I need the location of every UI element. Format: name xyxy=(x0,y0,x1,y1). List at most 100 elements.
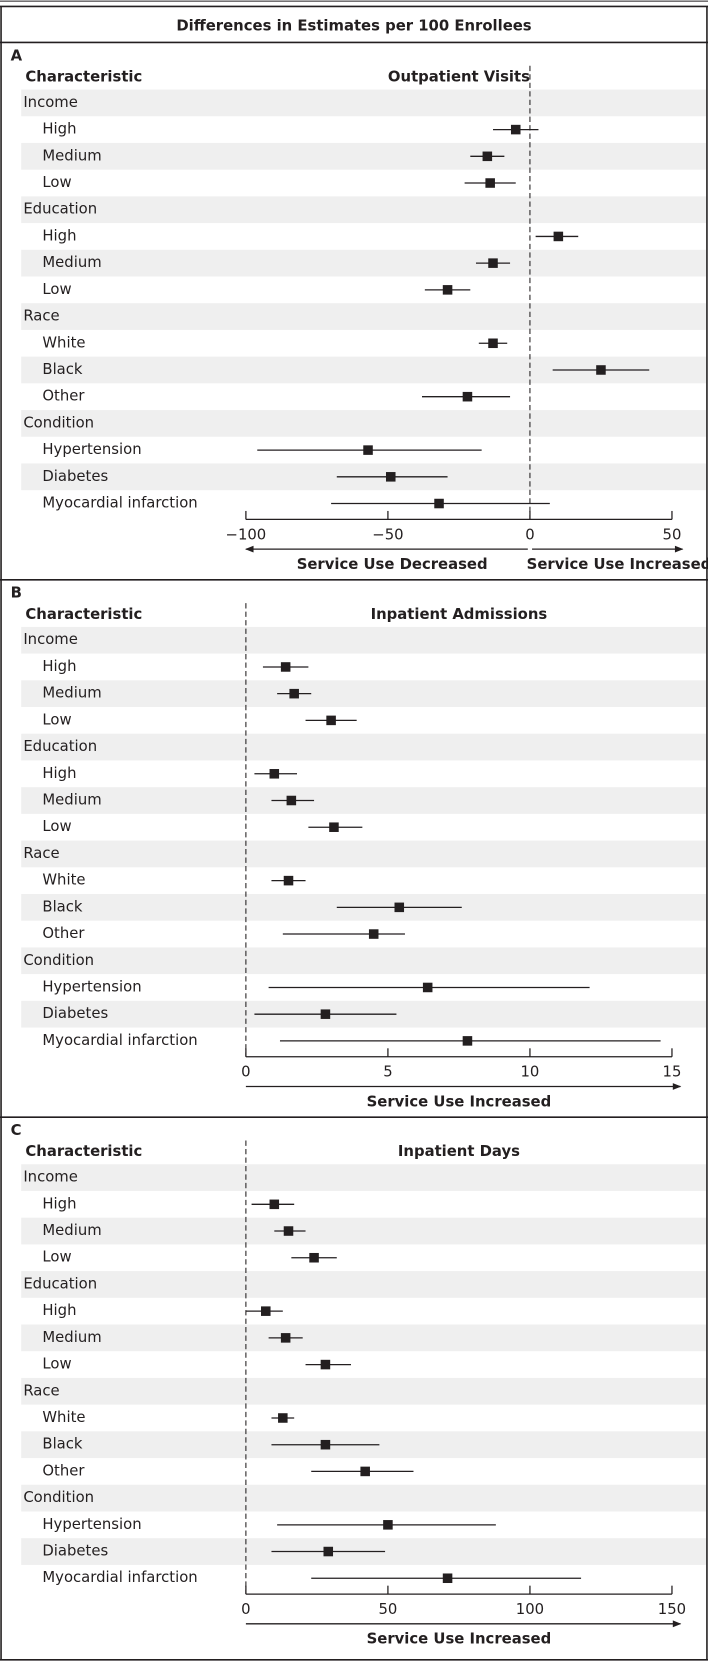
x-axis-label: Service Use Increased xyxy=(527,556,708,573)
point-estimate xyxy=(283,875,294,886)
group-label: Race xyxy=(23,308,59,325)
panel-letter: B xyxy=(11,585,22,602)
point-estimate xyxy=(269,769,280,779)
point-estimate xyxy=(283,1226,294,1236)
row-label: Low xyxy=(42,281,71,298)
row-label: Hypertension xyxy=(42,978,141,995)
group-label: Education xyxy=(23,1275,97,1292)
row-stripe xyxy=(21,1484,706,1512)
point-estimate xyxy=(280,662,291,672)
row-label: Low xyxy=(42,818,71,835)
point-estimate xyxy=(442,285,453,295)
point-estimate xyxy=(553,231,564,242)
row-label: Myocardial infarction xyxy=(42,1032,197,1049)
group-label: Income xyxy=(23,94,78,111)
point-estimate xyxy=(269,1199,280,1210)
row-label: Medium xyxy=(42,1222,101,1239)
x-tick-label: 50 xyxy=(663,526,682,543)
row-label: Low xyxy=(42,1356,71,1373)
row-stripe xyxy=(21,249,706,277)
x-tick-label: 50 xyxy=(378,1601,397,1618)
panel-title: Inpatient Admissions xyxy=(371,606,548,623)
point-estimate xyxy=(280,1333,291,1343)
row-label: Low xyxy=(42,711,71,728)
row-stripe xyxy=(21,680,706,708)
x-tick-label: 100 xyxy=(516,1601,544,1618)
panel-title: Inpatient Days xyxy=(398,1143,520,1160)
row-label: High xyxy=(42,227,76,244)
point-estimate xyxy=(320,1009,331,1019)
x-axis-label: Service Use Decreased xyxy=(297,556,488,573)
panel-letter: C xyxy=(11,1122,22,1139)
point-estimate xyxy=(462,1036,473,1046)
point-estimate xyxy=(385,472,396,482)
row-stripe xyxy=(21,196,706,224)
x-tick-label: 0 xyxy=(241,1601,250,1618)
row-label: Black xyxy=(42,361,83,378)
x-tick-label: 15 xyxy=(663,1064,682,1081)
row-label: Low xyxy=(42,174,71,191)
x-tick-label: 10 xyxy=(521,1064,540,1081)
x-axis-label: Service Use Increased xyxy=(367,1093,552,1110)
row-stripe xyxy=(21,840,706,868)
row-label: Medium xyxy=(42,147,101,164)
point-estimate xyxy=(320,1439,331,1450)
point-estimate xyxy=(329,822,339,832)
point-estimate xyxy=(360,1466,370,1477)
point-estimate xyxy=(394,902,405,913)
group-label: Income xyxy=(23,631,78,648)
group-label: Education xyxy=(23,738,97,755)
row-label: Medium xyxy=(42,685,101,702)
row-stripe xyxy=(21,787,706,814)
point-estimate xyxy=(488,338,498,349)
row-label: Other xyxy=(42,1462,85,1479)
row-stripe xyxy=(21,626,706,654)
row-stripe xyxy=(21,1164,706,1191)
group-label: Condition xyxy=(23,1489,94,1506)
point-estimate xyxy=(368,929,379,939)
group-label: Race xyxy=(23,1382,59,1399)
point-estimate xyxy=(320,1359,331,1370)
point-estimate xyxy=(278,1413,288,1423)
row-stripe xyxy=(21,947,706,975)
row-label: High xyxy=(42,658,76,675)
row-label: Black xyxy=(42,1436,83,1453)
row-label: White xyxy=(42,334,85,351)
group-label: Education xyxy=(23,201,97,218)
row-label: High xyxy=(42,121,76,138)
row-label: Hypertension xyxy=(42,441,141,458)
panel-letter: A xyxy=(11,47,23,64)
row-label: Myocardial infarction xyxy=(42,495,197,512)
row-header: Characteristic xyxy=(25,606,142,623)
point-estimate xyxy=(289,688,299,699)
row-label: Other xyxy=(42,925,85,942)
point-estimate xyxy=(422,982,433,993)
panel-title: Outpatient Visits xyxy=(388,68,530,85)
row-stripe xyxy=(21,142,706,170)
point-estimate xyxy=(462,391,473,402)
row-stripe xyxy=(21,89,706,117)
row-label: Myocardial infarction xyxy=(42,1569,197,1586)
point-estimate xyxy=(596,365,606,375)
point-estimate xyxy=(482,151,493,162)
row-label: Medium xyxy=(42,254,101,271)
x-tick-label: 0 xyxy=(525,526,534,543)
point-estimate xyxy=(286,795,297,806)
point-estimate xyxy=(434,498,444,509)
row-stripe xyxy=(21,733,706,761)
row-label: Medium xyxy=(42,1329,101,1346)
row-stripe xyxy=(21,1324,706,1352)
row-stripe xyxy=(21,1271,706,1298)
x-tick-label: 5 xyxy=(383,1064,392,1081)
x-axis-label: Service Use Increased xyxy=(367,1631,552,1648)
row-stripe xyxy=(21,1377,706,1405)
row-stripe xyxy=(21,410,706,437)
row-label: High xyxy=(42,1195,76,1212)
row-label: Other xyxy=(42,388,85,405)
x-tick-label: 150 xyxy=(658,1601,686,1618)
figure-title: Differences in Estimates per 100 Enrolle… xyxy=(176,18,531,35)
point-estimate xyxy=(323,1546,334,1557)
point-estimate xyxy=(488,258,498,268)
